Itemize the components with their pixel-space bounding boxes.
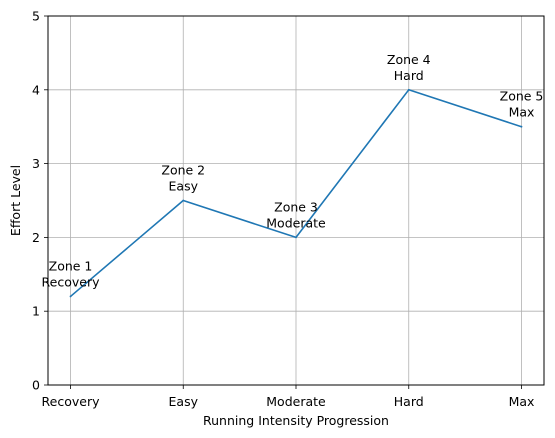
- annotation-intensity-label: Easy: [169, 179, 199, 194]
- data-point: [295, 236, 297, 239]
- y-tick-label: 0: [32, 378, 40, 393]
- x-tick-label: Moderate: [266, 394, 326, 409]
- x-axis-label: Running Intensity Progression: [203, 413, 389, 428]
- x-tick-label: Easy: [169, 394, 199, 409]
- y-axis-label: Effort Level: [8, 165, 23, 236]
- data-point: [520, 125, 523, 128]
- x-tick-label: Max: [509, 394, 535, 409]
- x-axis-ticks: Recovery Easy Moderate Hard Max: [42, 385, 535, 409]
- y-axis-ticks: 0 1 2 3 4 5: [32, 9, 48, 393]
- y-tick-label: 4: [32, 82, 40, 97]
- x-tick-label: Hard: [394, 394, 424, 409]
- annotation-intensity-label: Hard: [394, 68, 424, 83]
- y-tick-label: 5: [32, 9, 40, 24]
- annotation-zone-label: Zone 4: [387, 52, 431, 67]
- x-tick-label: Recovery: [42, 394, 101, 409]
- annotation-zone-label: Zone 1: [49, 258, 93, 273]
- annotation-intensity-label: Max: [509, 105, 535, 120]
- y-tick-label: 3: [32, 156, 40, 171]
- data-point: [407, 88, 410, 91]
- series-layer: [69, 88, 523, 298]
- annotation-zone-label: Zone 3: [274, 199, 318, 214]
- data-point: [69, 295, 72, 298]
- y-tick-label: 1: [32, 304, 40, 319]
- annotation-zone-label: Zone 2: [161, 163, 205, 178]
- annotation-intensity-label: Recovery: [42, 274, 101, 289]
- y-tick-label: 2: [32, 230, 40, 245]
- annotation-zone-label: Zone 5: [500, 89, 544, 104]
- data-point: [182, 199, 185, 202]
- annotation-intensity-label: Moderate: [266, 215, 326, 230]
